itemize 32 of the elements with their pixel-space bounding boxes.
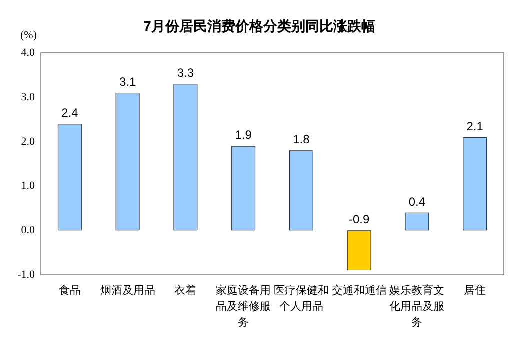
y-tick-label: 3.0: [21, 91, 36, 104]
bar: [463, 137, 488, 231]
x-tick-label: 烟酒及用品: [100, 284, 156, 297]
chart-title: 7月份居民消费价格分类别同比涨跌幅: [144, 18, 376, 34]
y-axis-title: (%): [20, 30, 38, 42]
data-label: 1.9: [235, 128, 252, 142]
data-label: 1.8: [293, 132, 310, 147]
bar: [405, 212, 430, 231]
y-tick-label: -1.0: [18, 269, 36, 281]
bar: [174, 84, 198, 231]
x-tick-label: 交通和通信: [332, 284, 387, 297]
y-tick-label: 1.0: [21, 180, 36, 192]
data-label: 2.1: [466, 119, 484, 134]
data-label: 2.4: [62, 106, 79, 120]
data-label: 3.3: [177, 66, 194, 80]
data-label: 3.1: [119, 74, 136, 89]
bar: [289, 150, 314, 231]
x-tick-label: 家庭设备用品及维修服务: [216, 284, 272, 329]
y-tick-label: 4.0: [21, 47, 36, 59]
y-tick-label: 2.0: [21, 136, 36, 148]
data-label: -0.9: [348, 212, 370, 227]
x-tick-label: 医疗保健和个人用品: [274, 284, 329, 313]
bar: [347, 230, 372, 271]
x-tick-label: 食品: [58, 285, 81, 297]
bar: [58, 124, 82, 231]
x-tick-label: 衣着: [174, 284, 197, 297]
bar: [232, 146, 256, 231]
y-tick-label: 0.0: [21, 224, 36, 237]
x-tick-label: 娱乐教育文化用品及服务: [390, 284, 445, 329]
bar: [116, 92, 140, 231]
x-tick-label: 居住: [464, 285, 486, 297]
data-label: 0.4: [408, 194, 426, 209]
